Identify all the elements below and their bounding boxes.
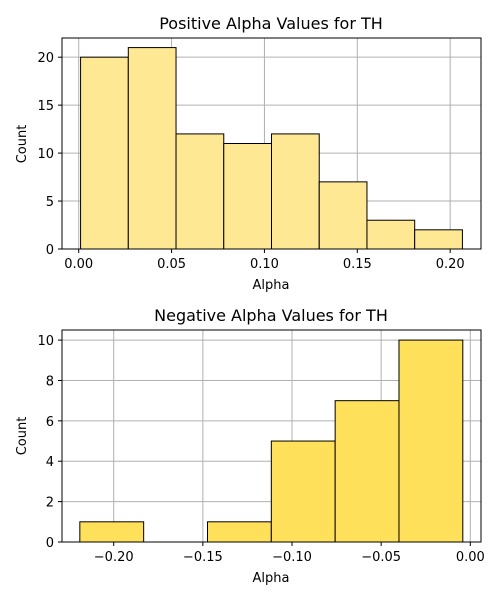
histogram-bar <box>80 56 129 250</box>
x-tick-label: −0.05 <box>361 550 401 565</box>
plot-frame <box>61 37 482 250</box>
x-tick-label: 0.20 <box>436 257 465 272</box>
y-tick-label: 5 <box>46 195 54 210</box>
histogram-bar <box>271 133 320 250</box>
bars <box>79 339 464 543</box>
y-tick-label: 15 <box>37 99 54 114</box>
x-tick-label: −0.15 <box>183 550 223 565</box>
histogram-bar <box>223 143 272 250</box>
x-tick-label: 0.15 <box>343 257 372 272</box>
histogram-bar <box>79 521 145 543</box>
histogram-bar <box>175 133 225 250</box>
histogram-bar <box>270 440 336 543</box>
positive-alpha-histogram: Positive Alpha Values for TH Alpha Count… <box>15 14 482 293</box>
histogram-bar <box>414 229 463 250</box>
y-axis-label: Count <box>15 417 30 456</box>
histogram-bar <box>318 181 368 250</box>
y-tick-label: 10 <box>37 147 54 162</box>
x-tick-label: −0.20 <box>94 550 134 565</box>
x-tick-label: 0.00 <box>456 550 485 565</box>
x-axis-label: Alpha <box>253 278 290 293</box>
chart-title: Positive Alpha Values for TH <box>159 14 383 33</box>
x-tick-label: 0.00 <box>64 257 93 272</box>
x-tick-label: 0.10 <box>250 257 279 272</box>
negative-alpha-histogram: Negative Alpha Values for TH Alpha Count… <box>15 306 485 586</box>
y-tick-label: 2 <box>46 496 54 511</box>
chart-title: Negative Alpha Values for TH <box>154 306 388 325</box>
y-axis-label: Count <box>15 125 30 164</box>
y-tick-label: 8 <box>46 374 54 389</box>
y-tick-label: 0 <box>46 243 54 258</box>
y-tick-label: 10 <box>37 334 54 349</box>
histogram-bar <box>127 47 177 250</box>
x-tick-label: 0.05 <box>157 257 186 272</box>
histogram-bar <box>334 400 400 543</box>
histogram-bar <box>206 521 272 543</box>
plot-frame <box>61 329 482 543</box>
y-tick-label: 0 <box>46 536 54 551</box>
x-axis-label: Alpha <box>253 571 290 586</box>
ticks: 0.00 0.05 0.10 0.15 0.20 0 5 10 15 20 <box>37 51 464 272</box>
histogram-bar <box>398 339 464 543</box>
x-tick-label: −0.10 <box>272 550 312 565</box>
ticks: −0.20 −0.15 −0.10 −0.05 0.00 0 2 4 6 8 10 <box>37 334 484 565</box>
y-tick-label: 4 <box>46 455 54 470</box>
y-tick-label: 6 <box>46 415 54 430</box>
histogram-bar <box>366 219 416 250</box>
bars <box>80 47 463 250</box>
y-tick-label: 20 <box>37 51 54 66</box>
